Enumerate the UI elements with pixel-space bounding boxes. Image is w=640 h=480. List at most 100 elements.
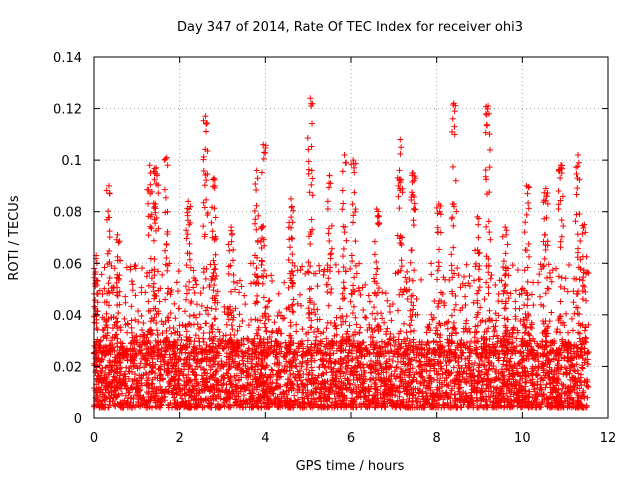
data-point	[275, 290, 282, 297]
data-point	[276, 309, 283, 316]
data-point	[470, 398, 477, 405]
data-point	[129, 345, 136, 352]
data-point	[166, 380, 173, 387]
data-point	[322, 364, 329, 371]
data-point	[175, 305, 182, 312]
data-point	[462, 293, 469, 300]
data-point	[389, 301, 396, 308]
data-point	[208, 354, 215, 361]
data-point	[313, 389, 320, 396]
data-point	[281, 399, 288, 406]
data-point	[132, 350, 139, 357]
data-point	[203, 128, 210, 135]
data-point	[185, 350, 192, 357]
data-point	[383, 328, 390, 335]
data-point	[199, 350, 206, 357]
data-point	[109, 378, 116, 385]
data-point	[119, 399, 126, 406]
data-point	[460, 273, 467, 280]
data-point	[103, 317, 110, 324]
data-point	[357, 291, 364, 298]
data-point	[105, 280, 112, 287]
data-point	[424, 396, 431, 403]
data-point	[129, 281, 136, 288]
data-point	[201, 370, 208, 377]
data-point	[214, 326, 221, 333]
data-point	[330, 369, 337, 376]
data-point	[340, 347, 347, 354]
data-point	[162, 194, 169, 201]
data-point	[226, 404, 233, 411]
data-point	[311, 344, 318, 351]
data-point	[271, 386, 278, 393]
data-point	[414, 395, 421, 402]
data-point	[458, 395, 465, 402]
data-point	[177, 356, 184, 363]
data-point	[213, 386, 220, 393]
data-point	[308, 317, 315, 324]
data-point	[236, 311, 243, 318]
data-point	[157, 363, 164, 370]
data-point	[565, 261, 572, 268]
data-point	[145, 232, 152, 239]
data-point	[335, 268, 342, 275]
data-point	[276, 360, 283, 367]
data-point	[517, 349, 524, 356]
data-point	[357, 365, 364, 372]
data-point	[528, 325, 535, 332]
data-point	[257, 376, 264, 383]
data-point	[416, 362, 423, 369]
data-point	[128, 278, 135, 285]
data-point	[246, 353, 253, 360]
data-point	[209, 328, 216, 335]
data-point	[564, 395, 571, 402]
data-point	[160, 394, 167, 401]
data-point	[427, 362, 434, 369]
data-point	[137, 392, 144, 399]
data-point	[119, 343, 126, 350]
data-point	[312, 401, 319, 408]
data-point	[228, 384, 235, 391]
data-point	[192, 332, 199, 339]
data-point	[516, 359, 523, 366]
data-point	[466, 371, 473, 378]
data-point	[339, 296, 346, 303]
data-point	[113, 289, 120, 296]
data-point	[486, 362, 493, 369]
data-point	[404, 361, 411, 368]
data-point	[552, 349, 559, 356]
data-point	[192, 385, 199, 392]
data-point	[261, 320, 268, 327]
data-point	[528, 319, 535, 326]
data-point	[127, 384, 134, 391]
data-point	[549, 338, 556, 345]
data-point	[386, 356, 393, 363]
data-point	[150, 363, 157, 370]
data-point	[186, 362, 193, 369]
data-point	[525, 388, 532, 395]
data-point	[148, 225, 155, 232]
data-point	[434, 377, 441, 384]
data-point	[521, 395, 528, 402]
data-point	[455, 388, 462, 395]
data-point	[197, 364, 204, 371]
data-point	[294, 368, 301, 375]
data-point	[381, 398, 388, 405]
data-point	[308, 367, 315, 374]
data-point	[386, 376, 393, 383]
data-point	[409, 365, 416, 372]
data-point	[396, 393, 403, 400]
data-point	[254, 292, 261, 299]
data-point	[413, 295, 420, 302]
data-point	[553, 265, 560, 272]
data-point	[463, 261, 470, 268]
data-point	[190, 369, 197, 376]
data-point	[585, 361, 592, 368]
data-point	[151, 165, 158, 172]
data-point	[425, 340, 432, 347]
data-point	[151, 314, 158, 321]
data-point	[423, 360, 430, 367]
data-point	[145, 282, 152, 289]
data-point	[569, 374, 576, 381]
data-point	[260, 383, 267, 390]
